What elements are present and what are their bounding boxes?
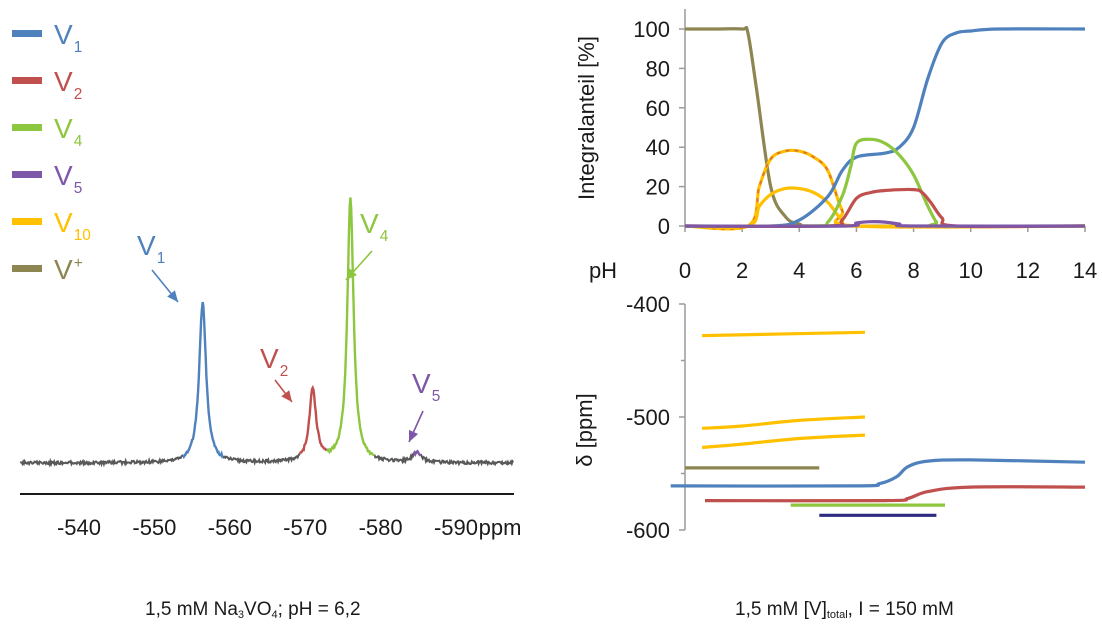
legend-label-V5: V5 [54, 160, 82, 197]
peak-label-V2: V2 [260, 343, 288, 380]
legend-swatch-V1 [12, 30, 42, 37]
shift-y-tick-label: -400 [626, 292, 670, 317]
distribution-curves [684, 25, 1086, 231]
distribution-x-tick-label: 8 [907, 258, 919, 283]
spectrum-segment-baseline [19, 454, 184, 468]
spectrum-segment-V4 [326, 197, 375, 457]
legend-swatch-V5 [12, 171, 42, 178]
legend-label-V10: V10 [54, 207, 91, 244]
spectrum-tick-label: -540 [57, 515, 101, 540]
distribution-series-Vplus [684, 25, 1086, 228]
spectrum-x-label: ppm [479, 515, 522, 540]
shift-series-V2 [704, 485, 1086, 503]
shift-y-tick-label: -600 [626, 518, 670, 543]
right-caption-post: , I = 150 mM [847, 599, 954, 620]
spectrum-segment-baseline [325, 448, 328, 451]
spectrum-segment-V1 [182, 301, 224, 460]
spectrum-segment-V2 [298, 384, 327, 455]
legend-label-V4: V4 [54, 113, 83, 150]
peak-label-V1: V1 [137, 230, 165, 267]
distribution-series-V4 [684, 137, 1086, 228]
distribution-chart: 0 2 4 6 8 10 12 14 0 20 40 60 80 100 Integralanteil [… [574, 9, 1097, 283]
right-caption: 1,5 mM [V]total, I = 150 mM [735, 599, 954, 621]
shift-ticks: -400 -500 -600 [626, 292, 685, 543]
distribution-ticks: 0 2 4 6 8 10 12 14 0 20 40 60 80 100 [633, 17, 1097, 283]
distribution-y-tick-label: 0 [658, 214, 670, 239]
spectrum-segment-V5 [412, 449, 422, 458]
distribution-x-tick-label: 2 [736, 258, 748, 283]
legend-label-V1: V1 [54, 19, 82, 56]
peak-label-V5: V5 [412, 368, 440, 405]
spectrum-tick-label: -550 [132, 515, 176, 540]
peak-arrowhead-V2 [281, 390, 292, 402]
shift-series-V10 [701, 433, 866, 450]
distribution-x-tick-label: 10 [958, 258, 982, 283]
legend-label-Vplus: V+ [54, 254, 83, 285]
shift-series-V1 [670, 458, 1086, 488]
distribution-y-tick-label: 60 [646, 96, 670, 121]
peak-arrowhead-V1 [167, 290, 178, 302]
shift-y-tick-label: -500 [626, 405, 670, 430]
spectrum-segment-baseline [419, 453, 515, 467]
spectrum-curve [19, 197, 515, 468]
shift-chart: -400 -500 -600 δ [ppm] [572, 292, 1086, 543]
left-caption-post: ; pH = 6,2 [277, 599, 361, 620]
distribution-x-tick-label: 12 [1016, 258, 1040, 283]
spectrum-tick-label: -560 [208, 515, 252, 540]
spectrum-segment-baseline [373, 452, 415, 465]
legend-swatch-Vplus [12, 265, 42, 272]
left-caption-mid: VO [244, 599, 272, 620]
peak-arrowhead-V4 [346, 268, 358, 280]
distribution-x-tick-label: 14 [1073, 258, 1097, 283]
shift-curves [670, 330, 1086, 517]
distribution-y-tick-label: 40 [646, 135, 670, 160]
peak-label-V4: V4 [360, 208, 389, 245]
distribution-x-tick-label: 4 [793, 258, 805, 283]
left-caption-sub1: 3 [237, 609, 245, 621]
shift-series-V10 [702, 415, 866, 430]
spectrum-tick-label: -590 [434, 515, 478, 540]
legend-swatch-V10 [12, 218, 42, 225]
right-caption-pre: 1,5 mM [V] [735, 599, 827, 620]
left-caption: 1,5 mM Na3VO4; pH = 6,2 [145, 599, 361, 621]
right-caption-sub: total [826, 609, 848, 621]
distribution-series-V5 [684, 220, 1086, 228]
legend-label-V2: V2 [54, 66, 82, 103]
distribution-series-V1 [684, 27, 1086, 229]
distribution-x-tick-label: 6 [850, 258, 862, 283]
peak-annotations: V1 V2 V4 V5 [137, 208, 440, 443]
legend-swatch-V4 [12, 124, 42, 131]
shift-series-V10 [702, 330, 866, 338]
spectrum-chart: -540 -550 -560 -570 -580 -590 ppm V1 V2 V4 V5 [19, 197, 522, 540]
distribution-y-tick-label: 80 [646, 56, 670, 81]
distribution-y-tick-label: 20 [646, 175, 670, 200]
legend-swatch-V2 [12, 77, 42, 84]
distribution-y-tick-label: 100 [633, 17, 670, 42]
spectrum-segment-baseline [222, 452, 301, 467]
spectrum-ticks: -540 -550 -560 -570 -580 -590 [57, 515, 478, 540]
peak-arrowhead-V5 [408, 429, 419, 442]
left-caption-pre: 1,5 mM Na [145, 599, 238, 620]
distribution-x-tick-label: 0 [679, 258, 691, 283]
legend: V1 V2 V4 V5 V10 V+ [12, 19, 91, 285]
spectrum-tick-label: -580 [359, 515, 403, 540]
spectrum-tick-label: -570 [283, 515, 327, 540]
shift-y-label: δ [ppm] [572, 393, 597, 466]
distribution-x-label: pH [589, 258, 617, 283]
distribution-series-V2 [684, 187, 1086, 229]
left-caption-sub2: 4 [271, 609, 278, 621]
distribution-y-label: Integralanteil [%] [574, 36, 599, 200]
